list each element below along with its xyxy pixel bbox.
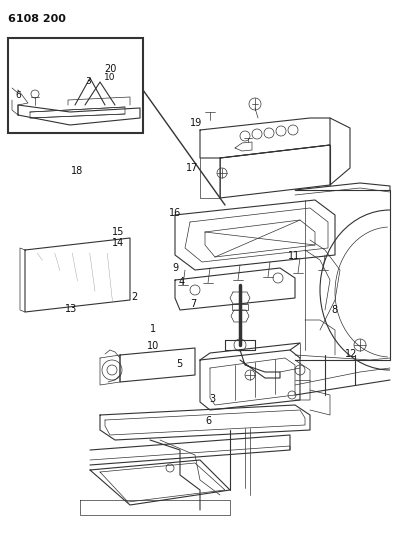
Text: 8: 8 <box>331 305 338 315</box>
Text: 9: 9 <box>172 263 179 272</box>
Text: 6108 200: 6108 200 <box>8 14 66 24</box>
Text: 2: 2 <box>131 292 138 302</box>
Bar <box>8 38 143 133</box>
Text: 6: 6 <box>205 416 211 426</box>
Text: 17: 17 <box>186 163 198 173</box>
Text: 19: 19 <box>190 118 202 127</box>
Text: 3: 3 <box>85 77 91 86</box>
Text: 3: 3 <box>209 394 215 403</box>
Text: 5: 5 <box>176 359 183 368</box>
Text: 10: 10 <box>147 342 159 351</box>
Text: 6: 6 <box>15 91 21 100</box>
Text: 4: 4 <box>178 278 185 287</box>
Text: 11: 11 <box>288 251 300 261</box>
Text: 7: 7 <box>191 299 197 309</box>
Text: 12: 12 <box>345 350 357 359</box>
Text: 10: 10 <box>104 74 116 83</box>
Text: 15: 15 <box>112 227 124 237</box>
Text: 18: 18 <box>71 166 84 175</box>
Text: 1: 1 <box>150 324 156 334</box>
Text: 20: 20 <box>104 64 116 74</box>
Text: 13: 13 <box>65 304 78 314</box>
Text: 16: 16 <box>169 208 182 218</box>
Text: 14: 14 <box>112 238 124 247</box>
